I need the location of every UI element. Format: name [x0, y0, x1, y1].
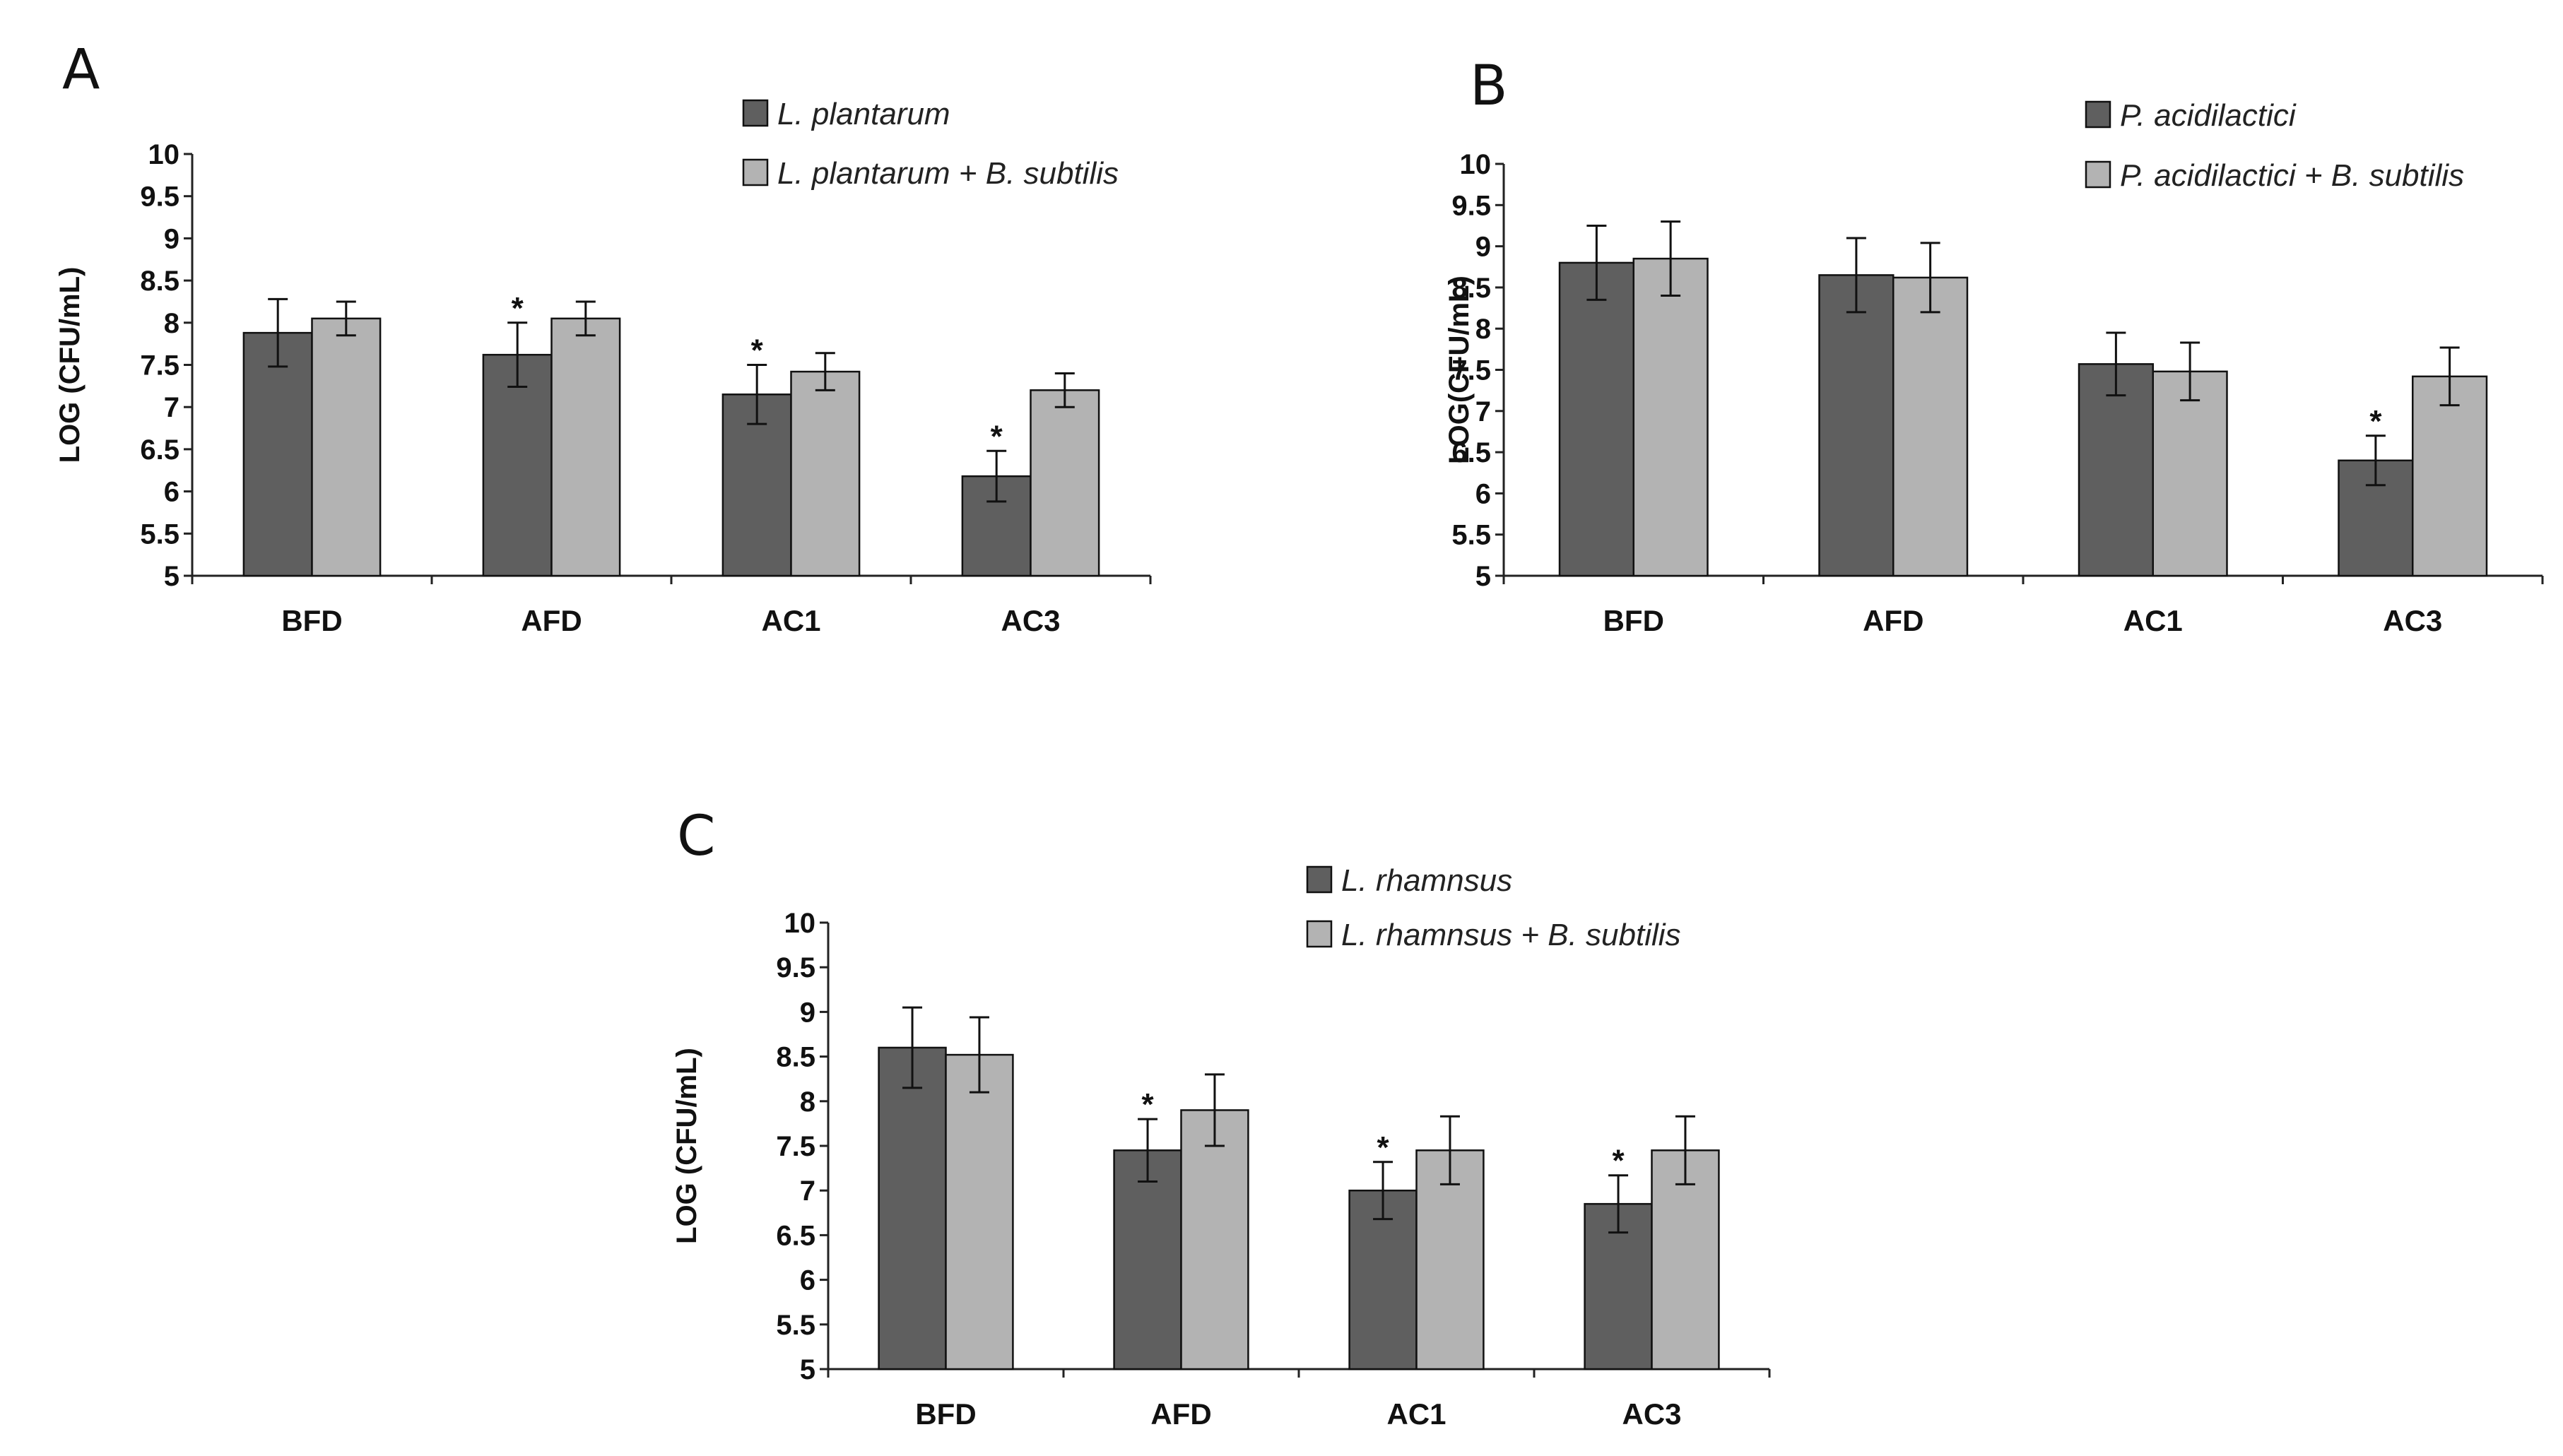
x-category-label: AC1 — [1386, 1397, 1446, 1431]
bar-bfd-series-2 — [311, 317, 382, 577]
y-tick-label: 6.5 — [776, 1220, 815, 1251]
y-tick-label: 5.5 — [140, 519, 179, 550]
legend-swatch — [2085, 160, 2111, 189]
y-tick-label: 8.5 — [1451, 273, 1491, 304]
y-tick-label: 10 — [784, 908, 816, 939]
y-tick-label: 9.5 — [1451, 190, 1491, 221]
y-tick-label: 5 — [164, 561, 179, 592]
significance-star: * — [991, 419, 1003, 454]
bar-ac3-series-1 — [961, 475, 1032, 577]
chart-panel-b: B 5 5.5 6 6.5 7 7.5 8 8.5 9 9.5 10 LOG(CFU/mL) BFD AFD… — [1444, 54, 2544, 637]
x-category-label: BFD — [1603, 604, 1664, 637]
legend-swatch — [742, 158, 769, 187]
y-tick-label: 9 — [800, 997, 815, 1028]
x-category-label: AFD — [521, 604, 582, 637]
bar-afd-series-1 — [482, 353, 553, 577]
panel-label: C — [677, 805, 715, 868]
y-tick-label: 5.5 — [1451, 520, 1491, 551]
bar-bfd-series-2 — [945, 1053, 1014, 1371]
x-category-label: AFD — [1863, 604, 1923, 637]
bar-ac1-series-2 — [2152, 370, 2228, 577]
x-category-label: AC1 — [761, 604, 820, 637]
x-category-label: AC3 — [1001, 604, 1060, 637]
bar-bfd-series-2 — [1632, 257, 1709, 577]
y-tick-label: 10 — [1460, 149, 1492, 180]
y-tick-label: 8 — [800, 1087, 815, 1118]
legend-swatch — [742, 99, 769, 127]
y-tick-label: 8 — [164, 308, 179, 339]
y-tick-label: 9.5 — [776, 952, 815, 983]
y-tick-label: 8 — [1475, 314, 1491, 345]
x-category-label: BFD — [915, 1397, 976, 1431]
bar-bfd-series-1 — [242, 331, 313, 577]
legend-swatch — [2085, 100, 2111, 129]
y-tick-label: 7 — [1475, 396, 1491, 427]
y-tick-label: 6.5 — [140, 434, 179, 466]
significance-star: * — [1612, 1144, 1625, 1178]
bar-ac3-series-2 — [2412, 375, 2488, 577]
legend-swatch — [1306, 920, 1333, 948]
y-tick-label: 5 — [1475, 561, 1491, 592]
y-tick-label: 7.5 — [140, 350, 179, 381]
x-category-label: AC3 — [1622, 1397, 1681, 1431]
y-tick-label: 5.5 — [776, 1310, 815, 1341]
significance-star: * — [512, 291, 524, 326]
legend-label: L. plantarum — [777, 97, 950, 131]
chart-panel-a: A 5 5.5 6 6.5 7 7.5 8 8.5 9 9.5 10 LOG (CFU/mL) BFD * A… — [54, 38, 1152, 637]
x-category-label: AC3 — [2383, 604, 2442, 637]
significance-star: * — [1377, 1130, 1389, 1165]
legend-label: P. acidilactici + B. subtilis — [2120, 158, 2464, 193]
y-tick-label: 9 — [1475, 232, 1491, 263]
bar-afd-series-1 — [1113, 1149, 1182, 1371]
y-tick-label: 6.5 — [1451, 437, 1491, 468]
panel-label: A — [62, 38, 100, 102]
significance-star: * — [751, 333, 764, 368]
bar-ac1-series-2 — [1415, 1149, 1485, 1371]
bar-ac1-series-2 — [790, 370, 861, 577]
legend-label: L. plantarum + B. subtilis — [777, 156, 1119, 191]
y-tick-label: 10 — [148, 139, 180, 170]
bar-afd-series-2 — [1892, 276, 1969, 577]
y-tick-label: 9 — [164, 223, 179, 254]
y-tick-label: 9.5 — [140, 182, 179, 213]
y-axis-title: LOG (CFU/mL) — [54, 267, 86, 463]
legend-swatch — [1306, 865, 1333, 894]
legend-label: P. acidilactici — [2120, 98, 2297, 133]
y-tick-label: 7.5 — [776, 1131, 815, 1162]
y-tick-label: 8.5 — [776, 1042, 815, 1073]
y-tick-label: 5 — [800, 1354, 815, 1385]
x-category-label: AFD — [1150, 1397, 1211, 1431]
bar-ac1-series-1 — [1348, 1189, 1418, 1371]
bar-bfd-series-1 — [878, 1046, 947, 1371]
y-tick-label: 7.5 — [1451, 355, 1491, 386]
bar-afd-series-1 — [1818, 274, 1895, 577]
y-axis-title: LOG(CFU/mL) — [1444, 276, 1475, 464]
bar-afd-series-2 — [1180, 1109, 1249, 1371]
significance-star: * — [2369, 404, 2382, 439]
y-tick-label: 6 — [1475, 478, 1491, 509]
y-axis-title: LOG (CFU/mL) — [671, 1048, 702, 1244]
y-tick-label: 7 — [164, 392, 179, 423]
bar-ac3-series-2 — [1651, 1149, 1720, 1371]
x-category-label: BFD — [281, 604, 342, 637]
legend-label: L. rhamnsus — [1341, 863, 1512, 898]
x-category-label: AC1 — [2123, 604, 2183, 637]
y-tick-label: 8.5 — [140, 266, 179, 297]
significance-star: * — [1141, 1087, 1154, 1122]
bar-afd-series-2 — [550, 317, 621, 577]
bar-bfd-series-1 — [1558, 261, 1634, 577]
y-tick-label: 6 — [164, 477, 179, 508]
chart-panel-c: C 5 5.5 6 6.5 7 7.5 8 8.5 9 9.5 10 LOG (CFU/mL) BFD * A… — [671, 805, 1771, 1431]
y-tick-label: 6 — [800, 1265, 815, 1296]
legend-label: L. rhamnsus + B. subtilis — [1341, 918, 1681, 952]
y-tick-label: 7 — [800, 1176, 815, 1207]
bar-ac3-series-2 — [1030, 389, 1100, 577]
panel-label: B — [1470, 54, 1508, 118]
